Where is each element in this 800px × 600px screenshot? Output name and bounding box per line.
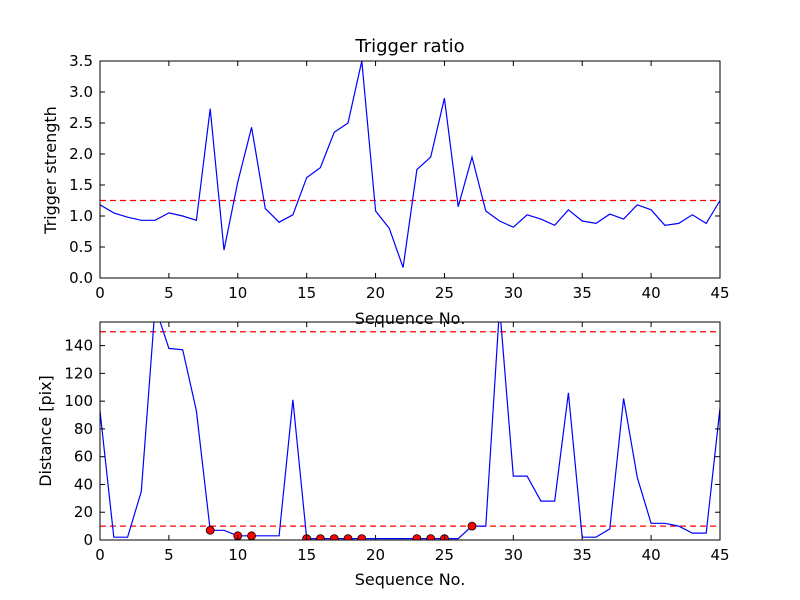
plot-area xyxy=(100,61,720,268)
data-point-marker xyxy=(247,531,256,540)
x-tick-label: 35 xyxy=(573,546,592,564)
y-tick-label: 3.5 xyxy=(69,52,93,70)
axes-frame xyxy=(99,321,721,541)
x-tick-label: 15 xyxy=(297,284,316,302)
y-tick-label: 120 xyxy=(64,364,93,382)
y-tick-label: 2.0 xyxy=(69,145,93,163)
x-tick-label: 25 xyxy=(435,284,454,302)
y-tick-label: 1.5 xyxy=(69,176,93,194)
x-tick-label: 5 xyxy=(164,546,174,564)
y-tick-label: 80 xyxy=(74,420,93,438)
y-tick-label: 1.0 xyxy=(69,207,93,225)
x-tick-label: 20 xyxy=(366,546,385,564)
axes: 0 5 10 15 20 25 30 35 40 45 0.0 0.5 1.0 1.5 2.0 2.5 3.0 3… xyxy=(69,52,729,302)
plot-area xyxy=(100,322,720,540)
axes-frame xyxy=(99,60,721,279)
y-tick-label: 2.5 xyxy=(69,114,93,132)
x-tick-label: 35 xyxy=(573,284,592,302)
data-point-marker xyxy=(205,525,215,535)
x-tick-label: 40 xyxy=(642,284,661,302)
data-point-marker xyxy=(316,534,325,540)
y-tick-label: 140 xyxy=(64,337,93,355)
data-point-marker xyxy=(343,534,353,540)
x-tick-label: 45 xyxy=(710,284,729,302)
chart-title: Trigger ratio xyxy=(354,36,464,57)
y-tick-label: 0.0 xyxy=(69,269,93,287)
x-tick-label: 45 xyxy=(710,546,729,564)
y-axis-label: Distance [pix] xyxy=(36,375,55,487)
x-axis-label: Sequence No. xyxy=(355,309,466,328)
x-tick-label: 25 xyxy=(435,546,454,564)
x-tick-label: 10 xyxy=(228,284,247,302)
x-tick-label: 40 xyxy=(642,546,661,564)
distance-chart: 0 5 10 15 20 25 30 35 40 45 0 20 40 60 80 100 120 140 Seq… xyxy=(36,321,730,589)
x-tick-label: 15 xyxy=(297,546,316,564)
x-tick-label: 30 xyxy=(504,546,523,564)
series-line xyxy=(100,322,720,540)
y-tick-label: 100 xyxy=(64,392,93,410)
series-line xyxy=(100,61,720,268)
y-tick-label: 0 xyxy=(83,531,93,549)
y-tick-label: 60 xyxy=(74,448,93,466)
y-tick-label: 20 xyxy=(74,503,93,521)
data-point-marker xyxy=(426,534,436,540)
y-tick-label: 0.5 xyxy=(69,238,93,256)
y-tick-label: 40 xyxy=(74,475,93,493)
x-axis-label: Sequence No. xyxy=(355,570,466,589)
x-tick-label: 30 xyxy=(504,284,523,302)
x-tick-label: 0 xyxy=(95,546,105,564)
trigger-ratio-chart: Trigger ratio 0 5 10 15 20 25 30 35 40 45 0.0 0.5 1.… xyxy=(41,36,730,328)
y-axis-label: Trigger strength xyxy=(41,106,60,235)
x-tick-label: 20 xyxy=(366,284,385,302)
data-point-marker xyxy=(467,521,477,531)
x-tick-label: 0 xyxy=(95,284,105,302)
data-point-marker xyxy=(357,534,367,540)
data-point-marker xyxy=(412,534,422,540)
y-tick-label: 3.0 xyxy=(69,83,93,101)
x-tick-label: 10 xyxy=(228,546,247,564)
x-tick-label: 5 xyxy=(164,284,174,302)
data-point-marker xyxy=(329,534,339,540)
